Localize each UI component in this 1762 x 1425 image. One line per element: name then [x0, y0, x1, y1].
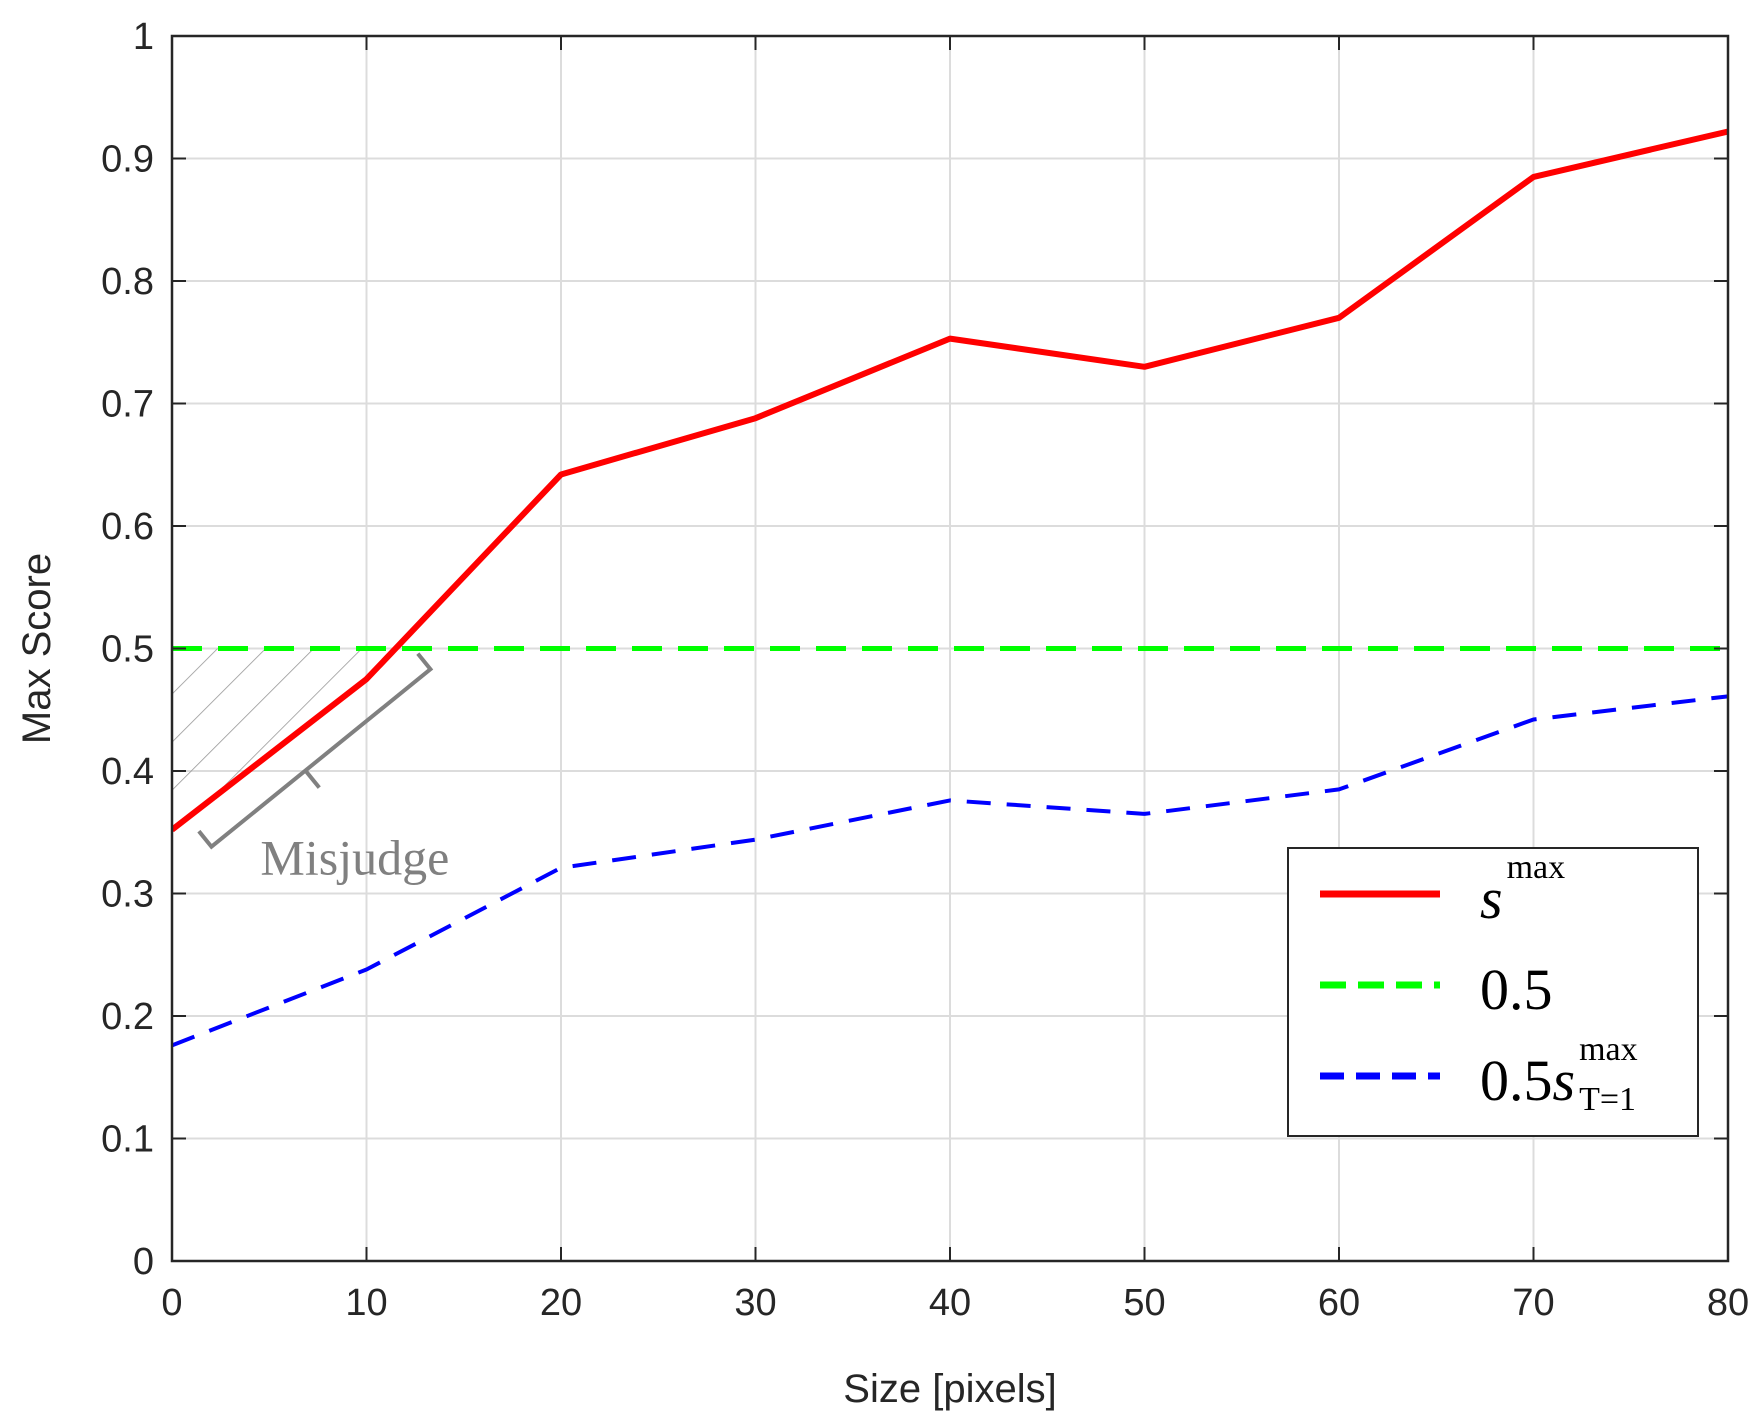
series-line-0: [172, 128, 1728, 833]
y-tick-label: 0.1: [101, 1119, 154, 1161]
series-group: [172, 128, 1728, 1048]
legend-box: [1287, 847, 1699, 1137]
x-tick-label: 0: [161, 1282, 182, 1324]
y-tick-label: 0.8: [101, 261, 154, 303]
bracket-tick: [303, 769, 321, 789]
y-tick-label: 0.6: [101, 506, 154, 548]
x-tick-label: 60: [1318, 1282, 1360, 1324]
misjudge-label: Misjudge: [260, 830, 449, 886]
bracket-line: [197, 652, 434, 850]
y-tick-label: 0.7: [101, 384, 154, 426]
x-axis-title: Size [pixels]: [843, 1367, 1056, 1411]
y-tick-label: 0.9: [101, 139, 154, 181]
legend-label-1: 0.5: [1480, 957, 1553, 1022]
x-tick-label: 70: [1512, 1282, 1554, 1324]
x-tick-label: 10: [345, 1282, 387, 1324]
legend-label-2: 0.5s: [1480, 1048, 1575, 1113]
x-tick-label: 40: [929, 1282, 971, 1324]
x-tick-label: 30: [734, 1282, 776, 1324]
ticks: 0 10 20 30 40 50 60 70 80 0 0.1 0.2 0.3 0.4 0.5 0.6 0.7 0…: [101, 16, 1749, 1324]
y-axis-title: Max Score: [15, 553, 59, 744]
y-tick-label: 1: [133, 16, 154, 58]
x-tick-label: 50: [1123, 1282, 1165, 1324]
legend-sub-2: T=1: [1579, 1081, 1636, 1118]
legend-sup-2: max: [1579, 1031, 1638, 1068]
legend-label-0: s: [1480, 866, 1503, 931]
series-line-2: [172, 694, 1728, 1048]
y-tick-label: 0.4: [101, 751, 154, 793]
x-tick-label: 80: [1707, 1282, 1749, 1324]
x-tick-label: 20: [540, 1282, 582, 1324]
y-tick-label: 0.3: [101, 874, 154, 916]
y-tick-label: 0.5: [101, 629, 154, 671]
y-tick-label: 0.2: [101, 996, 154, 1038]
legend-sup-0: max: [1507, 849, 1566, 886]
y-tick-label: 0: [133, 1241, 154, 1283]
misjudge-bracket: [197, 652, 434, 850]
